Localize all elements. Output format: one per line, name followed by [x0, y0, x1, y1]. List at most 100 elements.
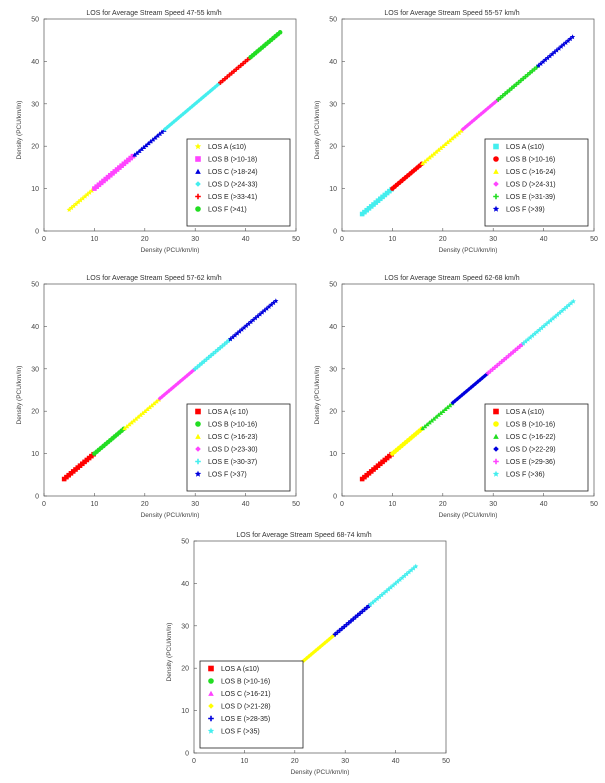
data-point	[540, 59, 546, 65]
data-point	[547, 53, 553, 59]
series-4	[460, 98, 500, 132]
data-point	[445, 139, 450, 145]
data-point	[536, 327, 542, 333]
data-point	[376, 594, 383, 600]
data-point	[196, 98, 202, 103]
x-axis-label: Density (PCU/km/ln)	[141, 512, 200, 519]
data-point	[252, 315, 259, 321]
legend-label: LOS A (≤10)	[506, 409, 544, 416]
x-axis-label: Density (PCU/km/ln)	[439, 247, 498, 254]
series-2	[92, 153, 136, 191]
data-point	[270, 300, 277, 306]
legend-box	[484, 403, 589, 492]
series-6	[248, 30, 283, 60]
y-tick-label: 0	[35, 229, 39, 236]
data-point	[406, 569, 412, 575]
data-point	[563, 304, 570, 310]
legend-label: LOS A (≤10)	[208, 144, 246, 151]
legend-marker	[195, 181, 201, 187]
data-point	[147, 404, 152, 410]
data-point	[485, 105, 491, 111]
data-point	[452, 134, 457, 139]
data-point	[131, 418, 137, 423]
data-point	[155, 133, 160, 138]
data-point	[570, 298, 576, 304]
data-point	[370, 599, 376, 605]
series-1	[359, 186, 394, 217]
legend-label: LOS E (>29-36)	[506, 459, 555, 466]
data-point	[399, 575, 405, 581]
data-point	[480, 375, 485, 381]
data-point	[329, 634, 334, 640]
series-6	[535, 34, 576, 68]
x-tick-label: 0	[192, 758, 196, 765]
y-tick-label: 20	[329, 409, 337, 416]
legend-label: LOS A (≤ 10)	[208, 409, 248, 416]
x-axis-label: Density (PCU/km/ln)	[141, 247, 200, 254]
data-point	[80, 195, 86, 201]
chart-speed-68-74: LOS for Average Stream Speed 68-74 km/h …	[166, 532, 450, 776]
data-point	[171, 384, 176, 390]
y-tick-label: 40	[329, 324, 337, 331]
legend-marker	[195, 421, 201, 427]
legend-label: LOS F (>39)	[506, 207, 545, 214]
y-tick-label: 30	[329, 101, 337, 108]
x-tick-label: 30	[489, 501, 497, 508]
legend-marker	[195, 168, 201, 174]
data-point	[464, 388, 469, 394]
series-6	[367, 563, 419, 607]
legend-marker	[208, 715, 214, 722]
data-point	[183, 109, 188, 115]
legend-marker	[493, 181, 499, 187]
data-point	[534, 329, 540, 335]
data-point	[149, 402, 155, 408]
data-point	[541, 323, 547, 329]
data-point	[157, 396, 163, 401]
data-point	[150, 137, 156, 142]
legend-label: LOS C (>18-24)	[208, 169, 258, 176]
legend-marker	[493, 143, 499, 150]
data-point	[268, 302, 274, 308]
data-point	[484, 371, 490, 377]
data-point	[157, 131, 162, 136]
data-point	[459, 392, 465, 398]
data-point	[264, 305, 270, 311]
legend-marker	[492, 205, 500, 212]
series-5	[495, 64, 540, 102]
legend-marker	[493, 433, 499, 439]
legend-label: LOS D (>23-30)	[208, 447, 258, 454]
plot-frame	[193, 540, 447, 754]
data-point	[548, 317, 554, 323]
legend-label: LOS B (>10-18)	[208, 157, 257, 164]
data-point	[148, 139, 153, 144]
data-point	[458, 128, 464, 133]
y-tick-label: 20	[31, 409, 39, 416]
legend-label: LOS F (>35)	[221, 729, 260, 736]
chart-title: LOS for Average Stream Speed 55-57 km/h	[384, 10, 519, 17]
data-point	[566, 302, 572, 308]
y-axis-label: Density (PCU/km/ln)	[16, 101, 23, 160]
data-point	[482, 373, 487, 379]
series-4	[162, 81, 222, 132]
data-point	[462, 125, 468, 130]
data-point	[141, 144, 147, 150]
y-axis-label: Density (PCU/km/ln)	[166, 623, 173, 682]
y-axis-label: Density (PCU/km/ln)	[314, 101, 321, 160]
x-tick-label: 50	[590, 501, 598, 508]
data-point	[440, 408, 446, 413]
data-point	[436, 147, 441, 152]
data-point	[567, 36, 573, 42]
data-point	[420, 425, 425, 431]
data-point	[443, 406, 448, 412]
data-point	[568, 300, 574, 306]
legend-label: LOS C (>16-23)	[208, 434, 258, 441]
data-point	[559, 308, 565, 314]
series-4	[450, 371, 490, 406]
x-tick-label: 0	[340, 236, 344, 243]
legend-marker	[208, 678, 214, 684]
y-tick-label: 10	[181, 708, 189, 715]
legend-label: LOS E (>33-41)	[208, 194, 257, 201]
data-point	[140, 410, 146, 415]
data-point	[465, 123, 470, 128]
series-6	[520, 298, 576, 346]
